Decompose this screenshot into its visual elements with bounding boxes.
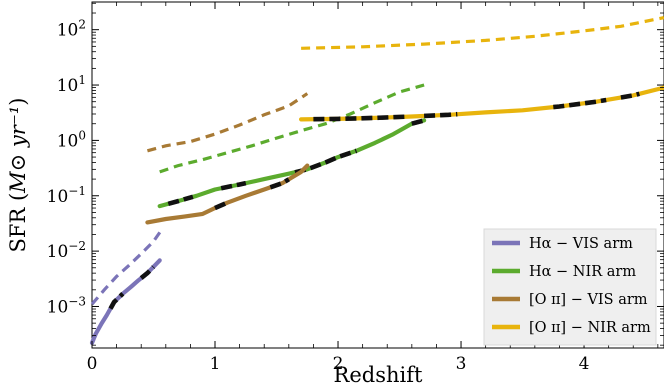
legend-label-3: [O ɪɪ] − NIR arm: [529, 320, 651, 336]
y-tick-label-4: 101: [57, 73, 86, 96]
series-2: [145, 92, 310, 225]
ticks-layer: 0 1 2 3 4 10−3 10−2 10−1 100 101 102: [47, 2, 664, 374]
series-1-black-mark-0: [167, 194, 194, 207]
x-tick-label-1: 1: [210, 354, 221, 374]
plot-frame: [91, 1, 664, 349]
series-3: [299, 16, 664, 122]
series-0-dashed-line: [90, 228, 164, 306]
legend-label-1: Hα − NIR arm: [529, 264, 636, 280]
y-tick-label-2: 10−1: [47, 184, 86, 207]
x-tick-label-3: 3: [456, 354, 467, 374]
series-1-black-mark-1: [220, 180, 247, 191]
x-axis-label: Redshift: [334, 363, 423, 387]
series-1-black-mark-3: [411, 118, 427, 126]
series-2-solid-line: [145, 163, 310, 225]
legend: Hα − VIS arm Hα − NIR arm [O ɪɪ] − VIS arm…: [483, 228, 657, 346]
series-2-black-mark-0: [214, 200, 229, 211]
series-1-dashed-line: [159, 83, 425, 174]
y-axis-label-main: SFR: [6, 207, 30, 253]
legend-label-2: [O ɪɪ] − VIS arm: [529, 292, 648, 308]
series-3-black-mark-2: [553, 97, 607, 110]
x-tick-label-0: 0: [87, 354, 98, 374]
series-layer: [89, 16, 664, 345]
series-3-black-mark-3: [620, 91, 640, 100]
series-1-solid-line: [157, 118, 427, 209]
series-3-solid-line: [299, 85, 664, 122]
series-2-dashed-line: [146, 92, 309, 153]
series-0-black-mark-0: [108, 292, 125, 310]
y-tick-label-1: 10−2: [47, 239, 86, 262]
series-3-black-mark-1: [423, 111, 458, 119]
x-tick-label-2: 2: [333, 354, 344, 374]
series-3-dashed-line: [301, 16, 664, 50]
series-0-black-mark-1: [139, 265, 156, 280]
y-axis-label: SFR (M⊙ yr⁻¹): [6, 97, 30, 252]
series-1: [157, 83, 427, 209]
y-tick-label-3: 100: [57, 128, 86, 151]
y-tick-label-0: 10−3: [47, 294, 86, 317]
legend-label-0: Hα − VIS arm: [529, 236, 633, 252]
y-axis-label-unit: M⊙ yr⁻¹: [6, 106, 30, 194]
x-tick-label-4: 4: [579, 354, 590, 374]
series-0: [89, 228, 164, 345]
series-2-black-mark-1: [269, 177, 290, 190]
y-tick-label-5: 102: [57, 18, 86, 41]
